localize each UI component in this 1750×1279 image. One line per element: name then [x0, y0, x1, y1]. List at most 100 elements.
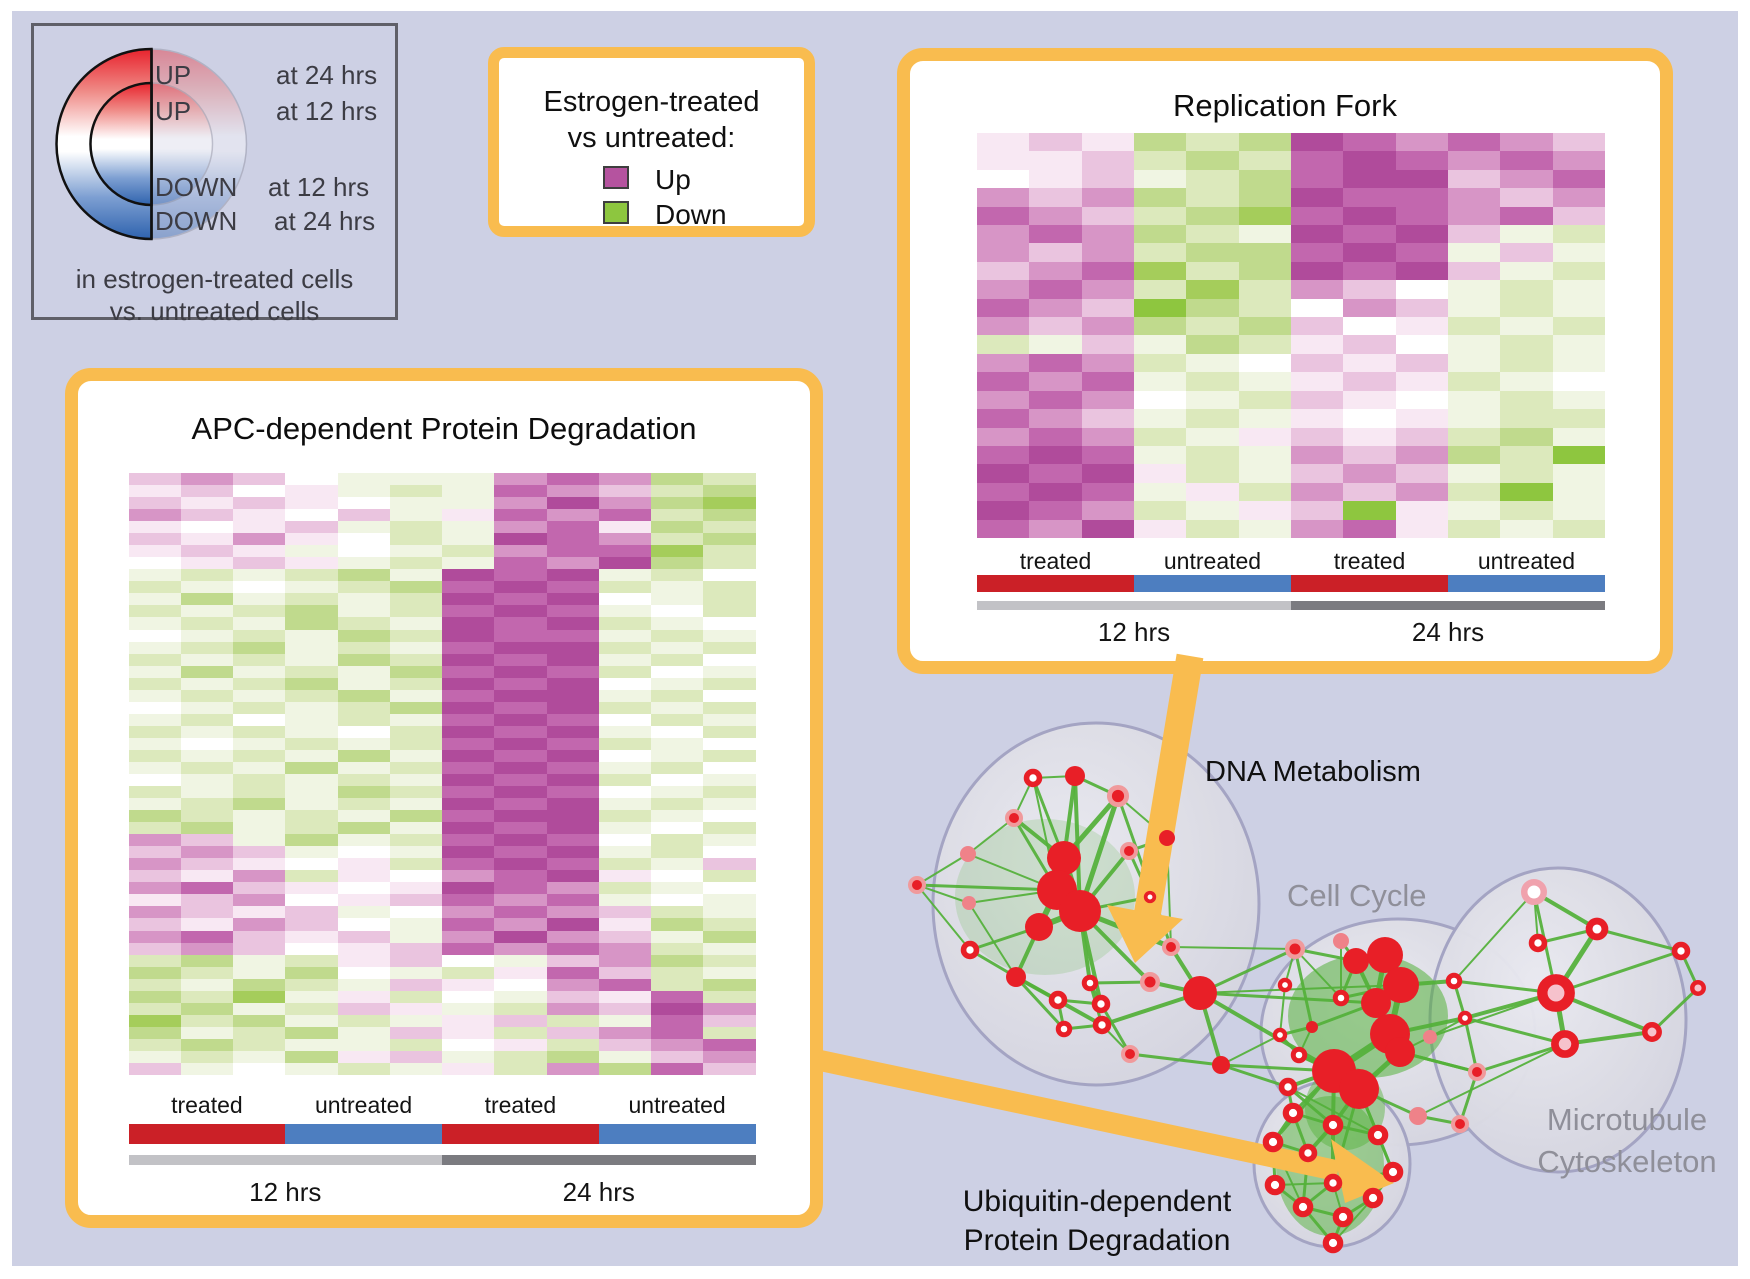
heatmap-cell	[337, 713, 390, 726]
heatmap-cell	[1552, 280, 1605, 299]
network-node	[1367, 1124, 1389, 1146]
heatmap-cell	[442, 473, 495, 486]
heatmap-cell	[337, 990, 390, 1003]
heatmap-cell	[285, 942, 338, 955]
heatmap-cell	[442, 773, 495, 787]
heatmap-cell	[651, 1026, 704, 1039]
heatmap-cell	[233, 1050, 286, 1063]
heatmap-cell	[442, 593, 495, 606]
heatmap-cell	[285, 521, 338, 534]
heatmap-cell	[494, 882, 547, 895]
heatmap-cell	[1186, 353, 1239, 373]
network-node	[1367, 937, 1403, 973]
heatmap-cell	[1395, 280, 1448, 299]
heatmap-cell	[703, 918, 756, 931]
heatmap-cell	[180, 894, 233, 907]
heatmap-cell	[180, 906, 233, 919]
heatmap-cell	[389, 954, 442, 967]
heatmap-cell	[977, 243, 1030, 262]
heatmap-cell	[128, 701, 181, 714]
heatmap-cell	[389, 834, 442, 847]
heatmap-cell	[442, 545, 495, 558]
heatmap-cell	[546, 665, 599, 678]
heatmap-cell	[977, 169, 1030, 189]
heatmap-cell	[546, 521, 599, 534]
heatmap-cell	[128, 930, 181, 943]
heatmap-cell	[1447, 298, 1501, 318]
heatmap-cell	[180, 1050, 233, 1063]
down-color-swatch	[603, 201, 629, 224]
heatmap-cell	[1552, 445, 1605, 465]
heatmap-cell	[1029, 280, 1082, 299]
heatmap-cell	[1395, 206, 1448, 226]
arrow-apc-to-ubiquitin-head	[1331, 1139, 1394, 1203]
heatmap-cell	[651, 918, 704, 931]
heatmap-cell	[703, 990, 756, 1003]
apc-time-labels: 12 hrs 24 hrs	[129, 1177, 756, 1208]
heatmap-cell	[337, 942, 390, 955]
network-label: Cytoskeleton	[1537, 1144, 1716, 1179]
heatmap-cell	[1238, 298, 1291, 318]
heatmap-cell	[389, 521, 442, 534]
network-label: DNA Metabolism	[1205, 756, 1421, 788]
heatmap-cell	[1552, 169, 1605, 189]
heatmap-cell	[128, 990, 181, 1003]
heatmap-cell	[285, 1026, 338, 1039]
network-node	[1445, 972, 1463, 990]
heatmap-cell	[546, 1050, 599, 1063]
heatmap-cell	[1343, 261, 1396, 281]
heatmap-cell	[1447, 206, 1501, 226]
heatmap-cell	[1500, 169, 1553, 189]
heatmap-cell	[233, 942, 286, 955]
heatmap-cell	[703, 509, 756, 522]
heatmap-cell	[389, 473, 442, 486]
heatmap-cell	[389, 906, 442, 919]
heatmap-cell	[1500, 133, 1553, 152]
heatmap-cell	[442, 990, 495, 1003]
heatmap-cell	[180, 653, 233, 666]
heatmap-cell	[977, 464, 1030, 483]
heatmap-cell	[233, 798, 286, 811]
network-node	[1282, 1102, 1304, 1124]
heatmap-cell	[389, 1002, 442, 1015]
heatmap-cell	[442, 846, 495, 859]
heatmap-cell	[1186, 188, 1239, 207]
heatmap-cell	[1343, 427, 1396, 446]
heatmap-cell	[442, 689, 495, 702]
network-edge	[1294, 948, 1342, 999]
heatmap-cell	[389, 545, 442, 558]
heatmap-cell	[651, 701, 704, 714]
heatmap-cell	[703, 557, 756, 570]
heatmap-cell	[285, 966, 338, 979]
heatmap-cell	[651, 581, 704, 594]
heatmap-cell	[494, 677, 547, 690]
heatmap-cell	[285, 473, 338, 486]
heatmap-cell	[703, 1062, 756, 1075]
heatmap-cell	[233, 990, 286, 1003]
heatmap-cell	[494, 954, 547, 967]
heatmap-cell	[703, 858, 756, 871]
network-node	[1081, 974, 1099, 992]
heatmap-cell	[233, 1062, 286, 1075]
up-color-swatch	[603, 166, 629, 189]
heatmap-cell	[285, 1038, 338, 1051]
heatmap-cell	[1029, 335, 1082, 354]
heatmap-cell	[285, 846, 338, 859]
heatmap-cell	[1081, 372, 1134, 391]
heatmap-cell	[233, 737, 286, 750]
heatmap-cell	[494, 1014, 547, 1027]
heatmap-cell	[598, 581, 651, 594]
treatment-group-label: treated	[1019, 548, 1092, 574]
heatmap-cell	[1395, 372, 1448, 391]
heatmap-cell	[1395, 298, 1448, 318]
heatmap-cell	[233, 858, 286, 871]
heatmap-cell	[1238, 261, 1291, 281]
heatmap-cell	[598, 1002, 651, 1015]
heatmap-cell	[180, 665, 233, 678]
heatmap-cell	[180, 737, 233, 750]
heatmap-cell	[285, 749, 338, 762]
heatmap-cell	[651, 749, 704, 762]
heatmap-cell	[128, 1038, 181, 1051]
heatmap-cell	[1343, 298, 1396, 318]
